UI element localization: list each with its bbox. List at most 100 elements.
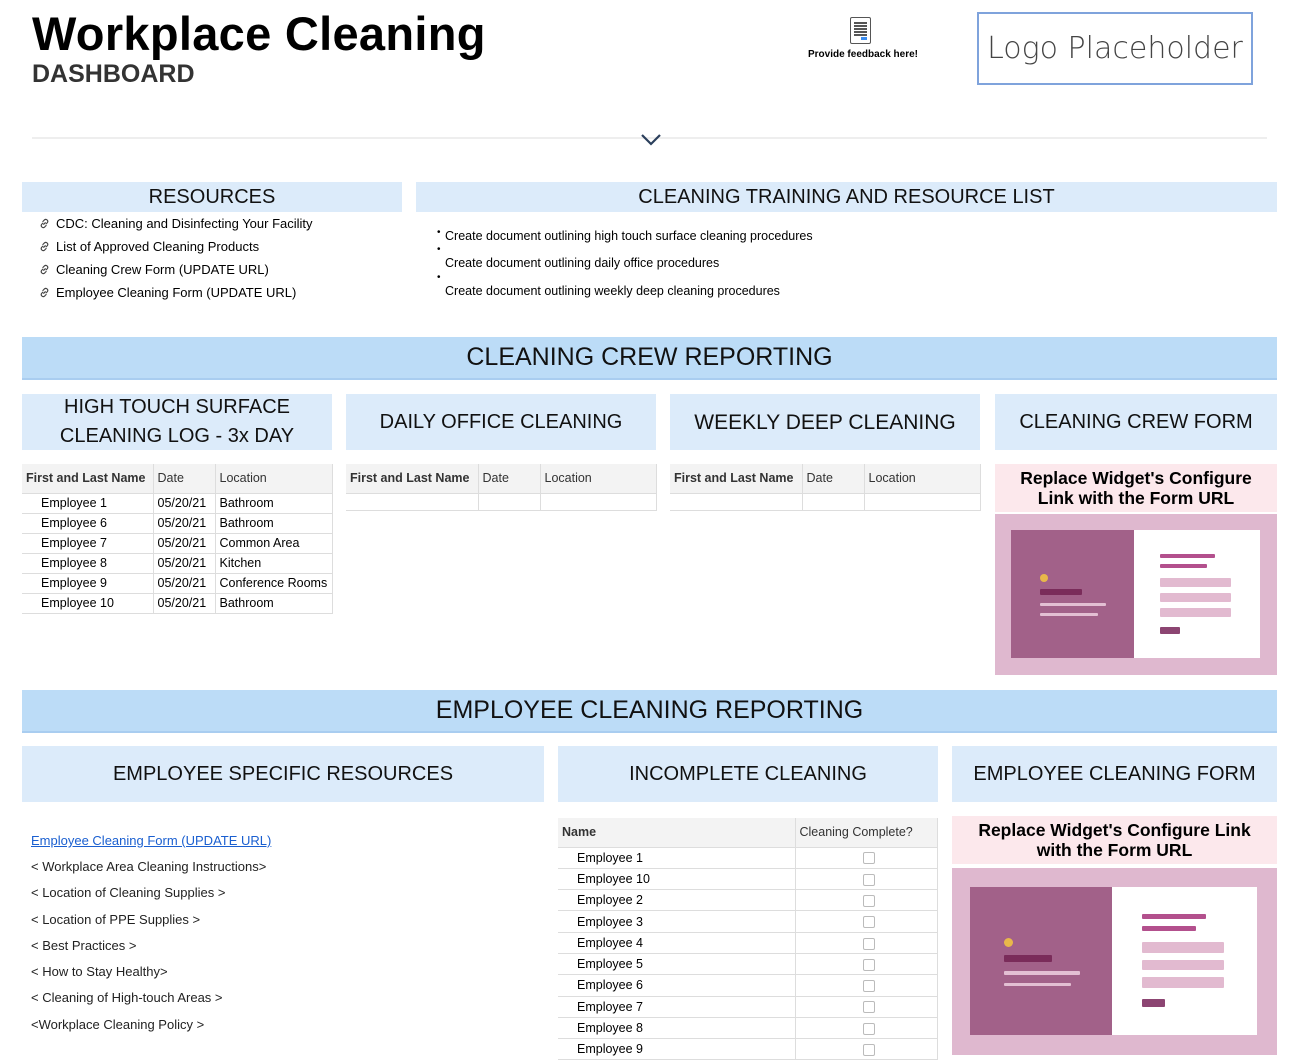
- table-cell[interactable]: Employee 1: [22, 493, 154, 514]
- form-illustration-right-panel: [1112, 886, 1258, 1036]
- crew-form-widget-caption[interactable]: Replace Widget's Configure Link with the…: [995, 464, 1277, 512]
- table-header-row: Name Cleaning Complete?: [558, 818, 938, 848]
- employee-form-widget-caption[interactable]: Replace Widget's Configure Link with the…: [952, 816, 1277, 864]
- cleaning-complete-checkbox[interactable]: [862, 852, 875, 865]
- cleaning-complete-checkbox[interactable]: [862, 894, 875, 907]
- caption-line: Replace Widget's Configure Link: [978, 820, 1251, 840]
- table-cell[interactable]: Kitchen: [215, 553, 333, 574]
- column-header: Location: [215, 464, 333, 494]
- empty-cell[interactable]: [864, 493, 981, 511]
- empty-cell[interactable]: [802, 493, 865, 511]
- employee-resource-item: < Best Practices >: [31, 938, 137, 953]
- table-cell[interactable]: 05/20/21: [153, 573, 216, 594]
- divider: [32, 137, 1267, 139]
- employee-name-cell: Employee 7: [558, 996, 796, 1018]
- resource-link[interactable]: Cleaning Crew Form (UPDATE URL): [38, 262, 269, 277]
- form-illustration-left-panel: [970, 886, 1113, 1036]
- resource-link-label: CDC: Cleaning and Disinfecting Your Faci…: [56, 216, 313, 231]
- field: [1142, 959, 1224, 971]
- table-row: Employee 10 05/20/21 Bathroom: [22, 593, 333, 614]
- table-row: Employee 3: [558, 910, 938, 933]
- cleaning-complete-checkbox[interactable]: [862, 937, 875, 950]
- table-cell[interactable]: 05/20/21: [153, 513, 216, 534]
- feedback-link[interactable]: Provide feedback here!: [807, 49, 919, 60]
- cleaning-complete-checkbox[interactable]: [862, 1001, 875, 1014]
- table-cell[interactable]: Employee 10: [22, 593, 154, 614]
- complete-cell: [795, 932, 938, 954]
- caption-line: with the Form URL: [1036, 840, 1193, 860]
- table-cell[interactable]: 05/20/21: [153, 533, 216, 554]
- table-cell[interactable]: 05/20/21: [153, 593, 216, 614]
- crew-form-widget-image[interactable]: [995, 514, 1277, 675]
- field: [1160, 593, 1231, 602]
- column-header: Date: [478, 464, 541, 494]
- employee-name-cell: Employee 3: [558, 910, 796, 933]
- cleaning-complete-checkbox[interactable]: [862, 1044, 875, 1057]
- field: [1142, 942, 1224, 953]
- link-icon: [40, 264, 49, 275]
- field: [1142, 977, 1224, 988]
- incomplete-cleaning-table: Name Cleaning Complete? Employee 1 Employee…: [558, 818, 938, 1060]
- line: [1040, 603, 1106, 606]
- chevron-down-icon[interactable]: [640, 128, 662, 150]
- table-cell[interactable]: 05/20/21: [153, 493, 216, 514]
- resource-link[interactable]: CDC: Cleaning and Disinfecting Your Faci…: [38, 216, 313, 231]
- employee-reporting-band: EMPLOYEE CLEANING REPORTING: [22, 690, 1277, 733]
- high-touch-title-1: HIGH TOUCH SURFACE: [64, 396, 290, 418]
- table-cell[interactable]: Bathroom: [215, 593, 333, 614]
- resources-header: RESOURCES: [22, 182, 402, 212]
- incomplete-cleaning-header: INCOMPLETE CLEANING: [558, 746, 938, 802]
- resource-link[interactable]: List of Approved Cleaning Products: [38, 239, 259, 254]
- bar: [1040, 589, 1082, 595]
- resource-link-label: Employee Cleaning Form (UPDATE URL): [56, 285, 297, 300]
- employee-form-widget-image[interactable]: [952, 868, 1277, 1055]
- empty-cell[interactable]: [670, 493, 803, 511]
- cleaning-complete-checkbox[interactable]: [862, 916, 875, 929]
- empty-cell[interactable]: [478, 493, 541, 511]
- dot-icon: [1003, 937, 1014, 947]
- table-cell[interactable]: 05/20/21: [153, 553, 216, 574]
- table-header-row: First and Last Name Date Location: [346, 464, 657, 494]
- employee-resource-item: < Workplace Area Cleaning Instructions>: [31, 859, 267, 874]
- table-cell[interactable]: Common Area: [215, 533, 333, 554]
- caption-line: Link with the Form URL: [1037, 488, 1235, 508]
- table-row: Employee 9: [558, 1038, 938, 1060]
- table-cell[interactable]: Employee 6: [22, 513, 154, 534]
- training-item-label: Create document outlining weekly deep cl…: [445, 284, 780, 298]
- field: [1160, 578, 1231, 587]
- table-cell[interactable]: Conference Rooms: [215, 573, 333, 594]
- table-row: Employee 6: [558, 974, 938, 997]
- table-header-row: First and Last Name Date Location: [22, 464, 333, 494]
- empty-cell[interactable]: [540, 493, 657, 511]
- table-cell[interactable]: Employee 9: [22, 573, 154, 594]
- empty-cell[interactable]: [346, 493, 479, 511]
- column-header: Cleaning Complete?: [795, 818, 938, 848]
- table-cell[interactable]: Bathroom: [215, 493, 333, 514]
- training-header: CLEANING TRAINING AND RESOURCE LIST: [416, 182, 1277, 212]
- resource-link[interactable]: Employee Cleaning Form (UPDATE URL): [38, 285, 296, 300]
- table-row: Employee 1: [558, 847, 938, 869]
- table-row: Employee 5: [558, 953, 938, 976]
- table-cell[interactable]: Bathroom: [215, 513, 333, 534]
- line: [1040, 613, 1098, 616]
- caption-line: Replace Widget's Configure: [1020, 468, 1252, 488]
- cleaning-complete-checkbox[interactable]: [862, 958, 875, 971]
- cleaning-complete-checkbox[interactable]: [862, 873, 875, 886]
- employee-form-link[interactable]: Employee Cleaning Form (UPDATE URL): [31, 833, 272, 848]
- complete-cell: [795, 974, 938, 997]
- employee-resource-item: < Location of PPE Supplies >: [31, 912, 201, 927]
- dot-icon: [1040, 574, 1048, 582]
- button: [1160, 627, 1180, 634]
- employee-name-cell: Employee 10: [558, 868, 796, 891]
- high-touch-header: HIGH TOUCH SURFACE CLEANING LOG - 3x DAY: [22, 394, 332, 450]
- feedback-document-icon[interactable]: [850, 17, 871, 44]
- cleaning-complete-checkbox[interactable]: [862, 1022, 875, 1035]
- column-header: Name: [558, 818, 796, 848]
- employee-resource-item: < How to Stay Healthy>: [31, 964, 168, 979]
- table-cell[interactable]: Employee 7: [22, 533, 154, 554]
- table-row: Employee 9 05/20/21 Conference Rooms: [22, 573, 333, 594]
- table-cell[interactable]: Employee 8: [22, 553, 154, 574]
- employee-name-cell: Employee 1: [558, 847, 796, 869]
- employee-name-cell: Employee 9: [558, 1038, 796, 1060]
- cleaning-complete-checkbox[interactable]: [862, 980, 875, 993]
